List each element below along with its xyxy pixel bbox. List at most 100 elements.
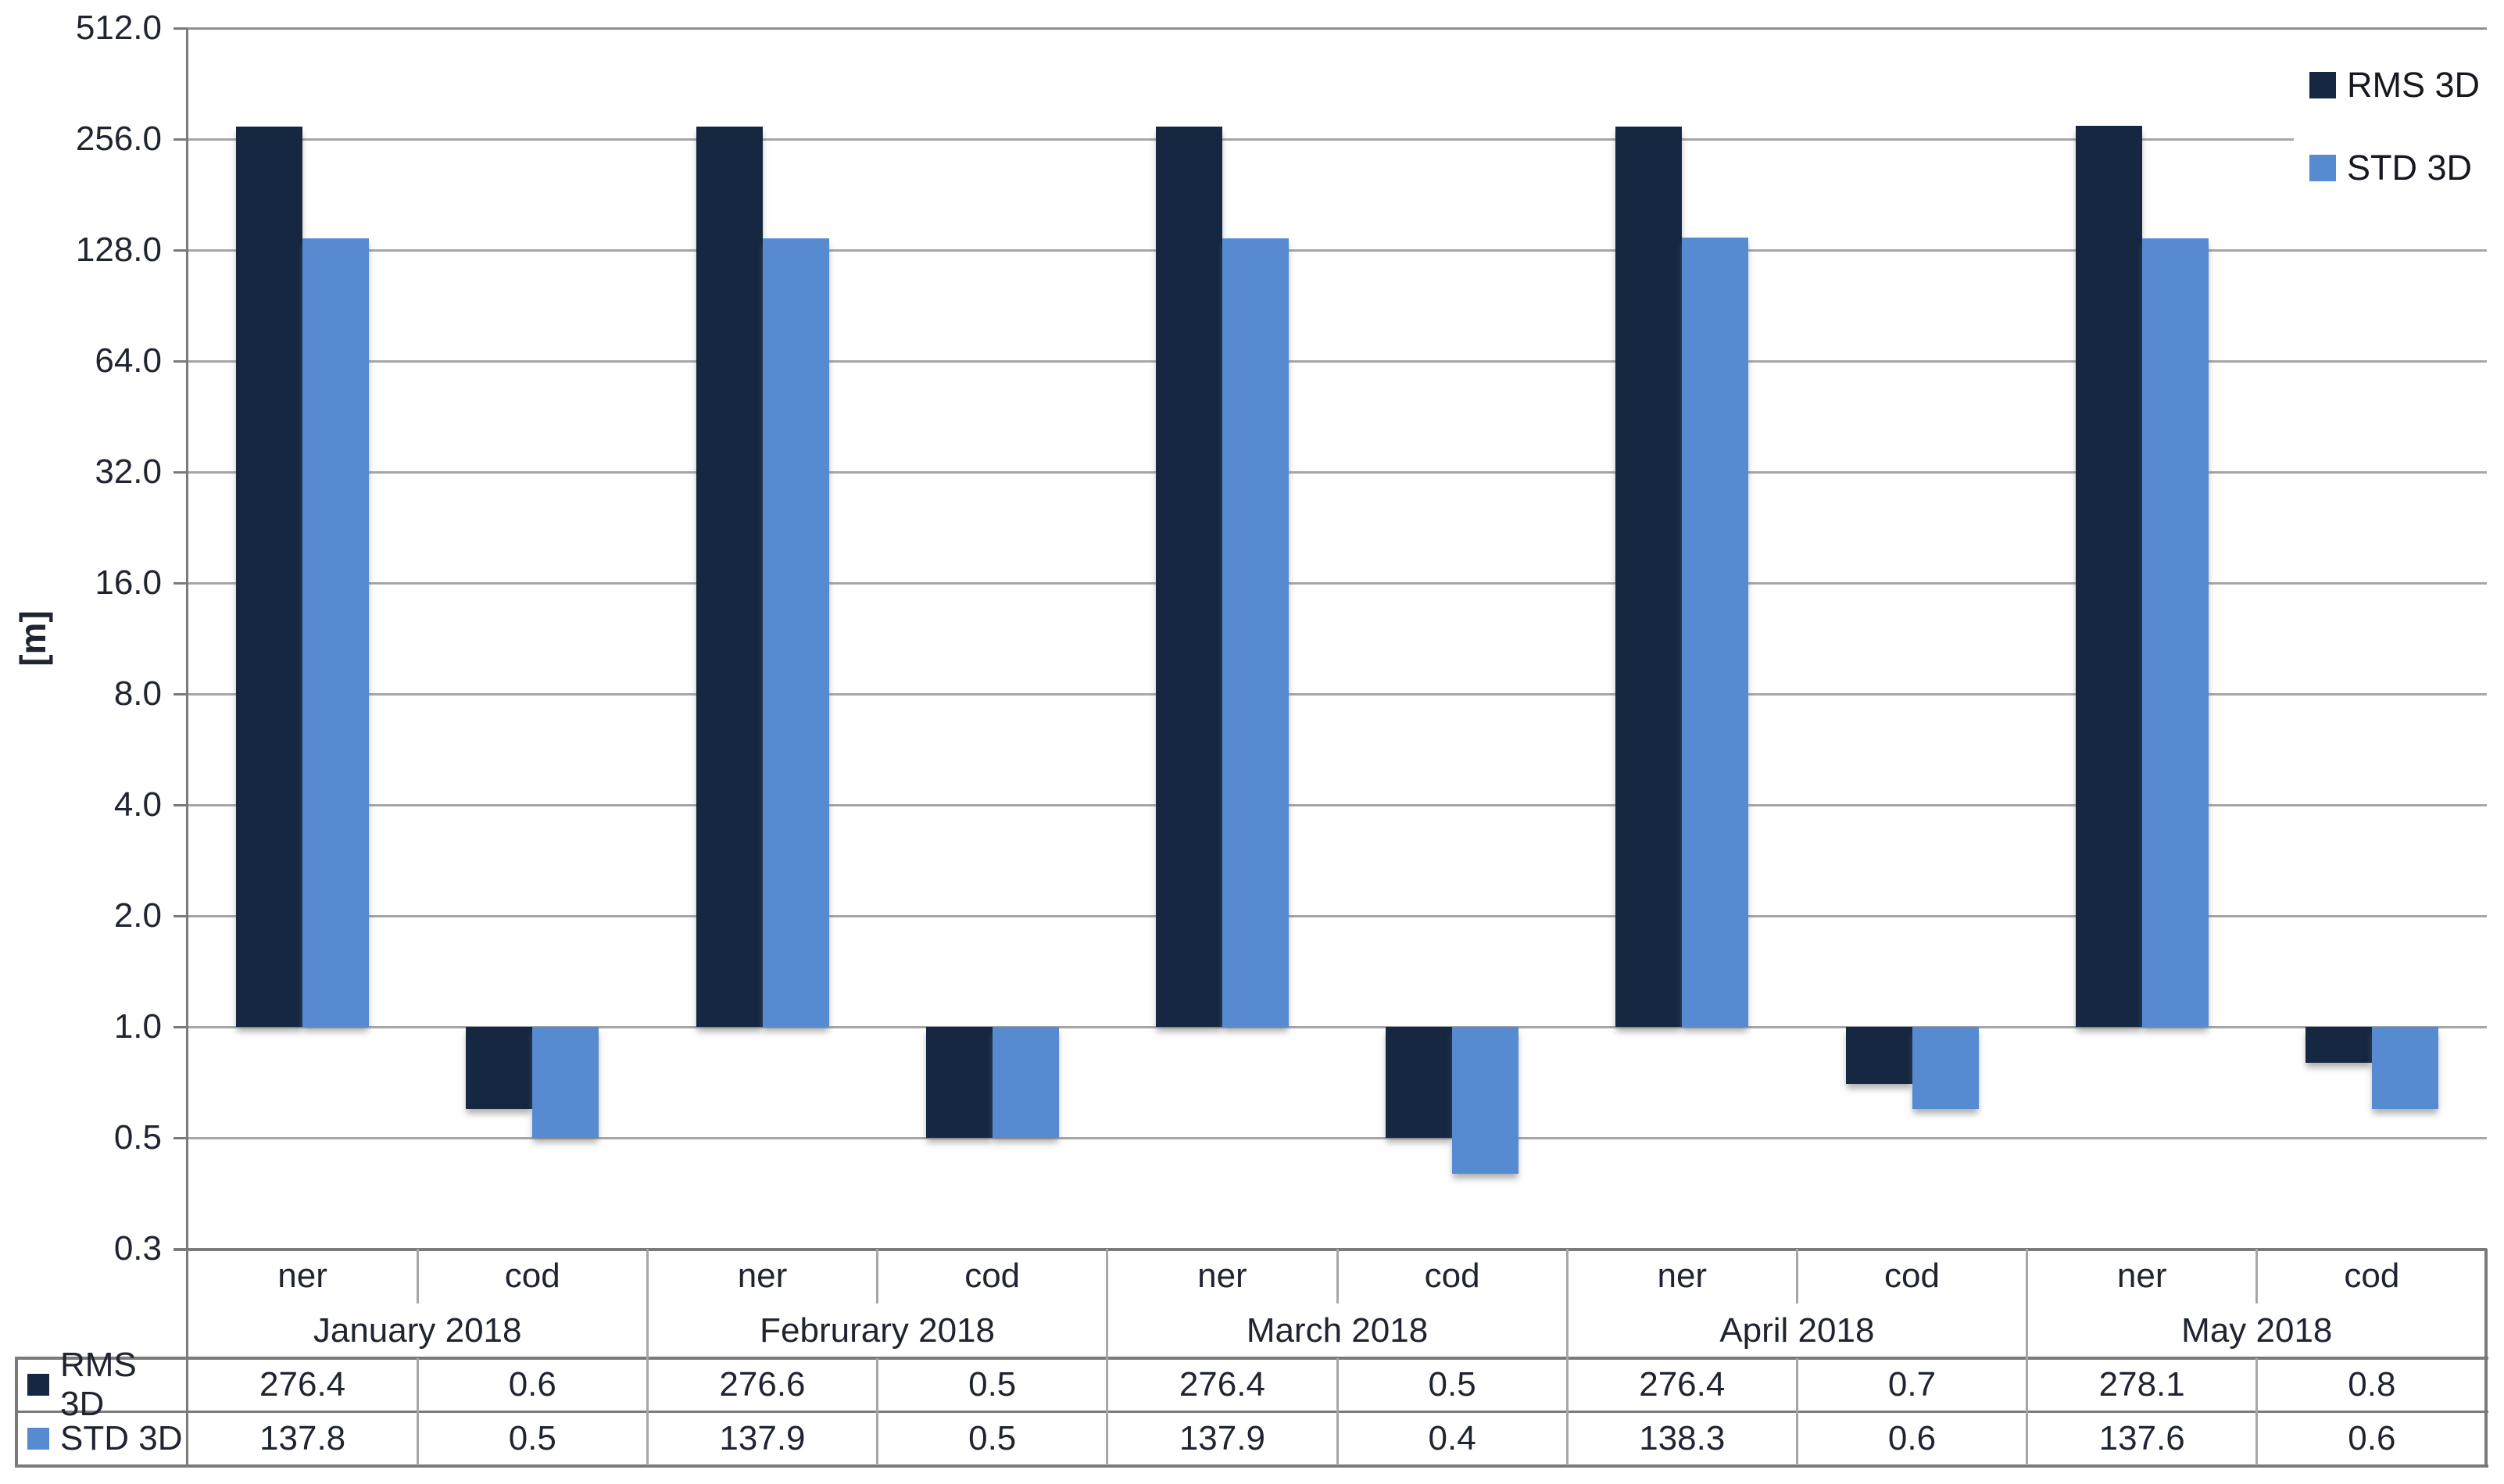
table-month-label: April 2018 xyxy=(1719,1311,1875,1350)
bar-rms-3d xyxy=(466,1027,533,1109)
series-key-swatch-rms-3d xyxy=(27,1374,49,1396)
y-tick-label: 1.0 xyxy=(113,1007,162,1046)
table-month-label: January 2018 xyxy=(313,1311,522,1350)
y-axis-tick xyxy=(173,471,188,474)
table-border-right xyxy=(2484,1249,2488,1465)
bar-std-3d xyxy=(1682,238,1749,1027)
table-border-bottom xyxy=(15,1464,2488,1468)
table-station-label: ner xyxy=(277,1257,327,1295)
table-station-divider xyxy=(1336,1249,1339,1303)
table-month-label: Februrary 2018 xyxy=(760,1311,995,1350)
y-tick-label: 8.0 xyxy=(113,674,162,713)
table-month-divider xyxy=(1106,1249,1109,1358)
table-col-divider xyxy=(416,1358,419,1465)
legend-item: STD 3D xyxy=(2309,150,2499,185)
table-col-divider xyxy=(1565,1358,1569,1465)
table-border-left xyxy=(15,1357,18,1465)
table-value-cell: 276.4 xyxy=(259,1365,346,1404)
y-axis-tick xyxy=(173,249,188,252)
y-tick-label: 512.0 xyxy=(75,9,162,47)
y-tick-label: 32.0 xyxy=(95,452,162,491)
gridline xyxy=(188,693,2487,696)
legend-label: STD 3D xyxy=(2347,148,2473,188)
table-value-cell: 0.6 xyxy=(508,1365,556,1404)
legend-label: RMS 3D xyxy=(2347,65,2481,105)
y-axis-tick xyxy=(173,1026,188,1028)
bar-std-3d xyxy=(2141,238,2209,1027)
y-axis-title: [m] xyxy=(13,610,53,667)
table-month-label: March 2018 xyxy=(1246,1311,1429,1350)
gridline xyxy=(188,27,2487,30)
table-station-divider xyxy=(416,1249,419,1303)
bar-rms-3d xyxy=(2305,1027,2372,1063)
y-axis-line xyxy=(186,28,188,1465)
legend-swatch-std-3d xyxy=(2309,154,2336,181)
table-col-divider xyxy=(1106,1358,1109,1465)
series-key-swatch-std-3d xyxy=(27,1427,49,1450)
table-station-label: cod xyxy=(1424,1257,1480,1295)
table-station-divider xyxy=(876,1249,879,1303)
table-col-divider xyxy=(2255,1358,2259,1465)
table-value-cell: 0.6 xyxy=(1887,1418,1937,1457)
series-name: RMS 3D xyxy=(60,1346,137,1423)
table-value-cell: 0.5 xyxy=(1428,1365,1476,1404)
table-value-cell: 137.6 xyxy=(2098,1418,2185,1457)
table-station-label: cod xyxy=(504,1257,560,1295)
bar-rms-3d xyxy=(2075,126,2142,1027)
y-axis-tick xyxy=(173,693,188,696)
bar-rms-3d xyxy=(1845,1027,1912,1085)
table-border xyxy=(15,1357,2488,1360)
table-station-label: ner xyxy=(2116,1257,2167,1295)
bar-rms-3d xyxy=(1155,127,1222,1027)
bar-std-3d xyxy=(1452,1027,1519,1174)
table-value-cell: 276.4 xyxy=(1639,1365,1726,1404)
legend: RMS 3D STD 3D xyxy=(2294,43,2499,185)
table-month-label: May 2018 xyxy=(2181,1311,2333,1350)
gridline xyxy=(188,471,2487,474)
table-month-divider xyxy=(1565,1249,1569,1358)
y-axis-tick xyxy=(173,27,188,30)
table-value-cell: 0.4 xyxy=(1428,1418,1476,1457)
table-value-cell: 137.9 xyxy=(1179,1418,1265,1457)
table-value-cell: 137.8 xyxy=(259,1418,346,1457)
y-axis-tick xyxy=(173,915,188,917)
table-value-cell: 0.5 xyxy=(508,1418,556,1457)
y-axis-tick xyxy=(173,582,188,585)
gridline xyxy=(188,249,2487,252)
table-station-divider xyxy=(2255,1249,2259,1303)
bar-rms-3d xyxy=(925,1027,993,1138)
table-col-divider xyxy=(1336,1358,1339,1465)
y-axis-tick xyxy=(173,1137,188,1139)
table-value-cell: 0.5 xyxy=(968,1418,1017,1457)
table-col-divider xyxy=(2026,1358,2029,1465)
y-tick-label: 0.5 xyxy=(113,1118,162,1157)
table-value-cell: 276.4 xyxy=(1179,1365,1265,1404)
table-border xyxy=(15,1411,2488,1413)
y-tick-label: 128.0 xyxy=(75,231,162,269)
y-axis-tick xyxy=(173,804,188,806)
table-value-cell: 278.1 xyxy=(2098,1365,2185,1404)
gridline xyxy=(188,1137,2487,1139)
legend-item: RMS 3D xyxy=(2309,67,2499,102)
table-value-cell: 0.6 xyxy=(2348,1418,2396,1457)
table-station-label: ner xyxy=(1197,1257,1247,1295)
table-col-divider xyxy=(646,1358,649,1465)
bar-rms-3d xyxy=(236,127,303,1027)
gridline xyxy=(188,138,2487,141)
y-axis-tick xyxy=(173,360,188,363)
table-station-label: cod xyxy=(964,1257,1021,1295)
table-value-cell: 138.3 xyxy=(1639,1418,1726,1457)
table-station-label: ner xyxy=(1657,1257,1708,1295)
table-series-header: STD 3D xyxy=(15,1411,188,1465)
y-tick-label: 2.0 xyxy=(113,896,162,935)
table-col-divider xyxy=(876,1358,879,1465)
bar-std-3d xyxy=(762,238,829,1027)
bar-std-3d xyxy=(302,238,370,1027)
gridline xyxy=(188,804,2487,806)
table-station-divider xyxy=(1795,1249,1798,1303)
table-station-label: ner xyxy=(737,1257,788,1295)
table-value-cell: 0.7 xyxy=(1887,1365,1937,1404)
legend-swatch-rms-3d xyxy=(2309,71,2336,98)
table-value-cell: 0.5 xyxy=(968,1365,1017,1404)
bar-std-3d xyxy=(1222,238,1289,1027)
